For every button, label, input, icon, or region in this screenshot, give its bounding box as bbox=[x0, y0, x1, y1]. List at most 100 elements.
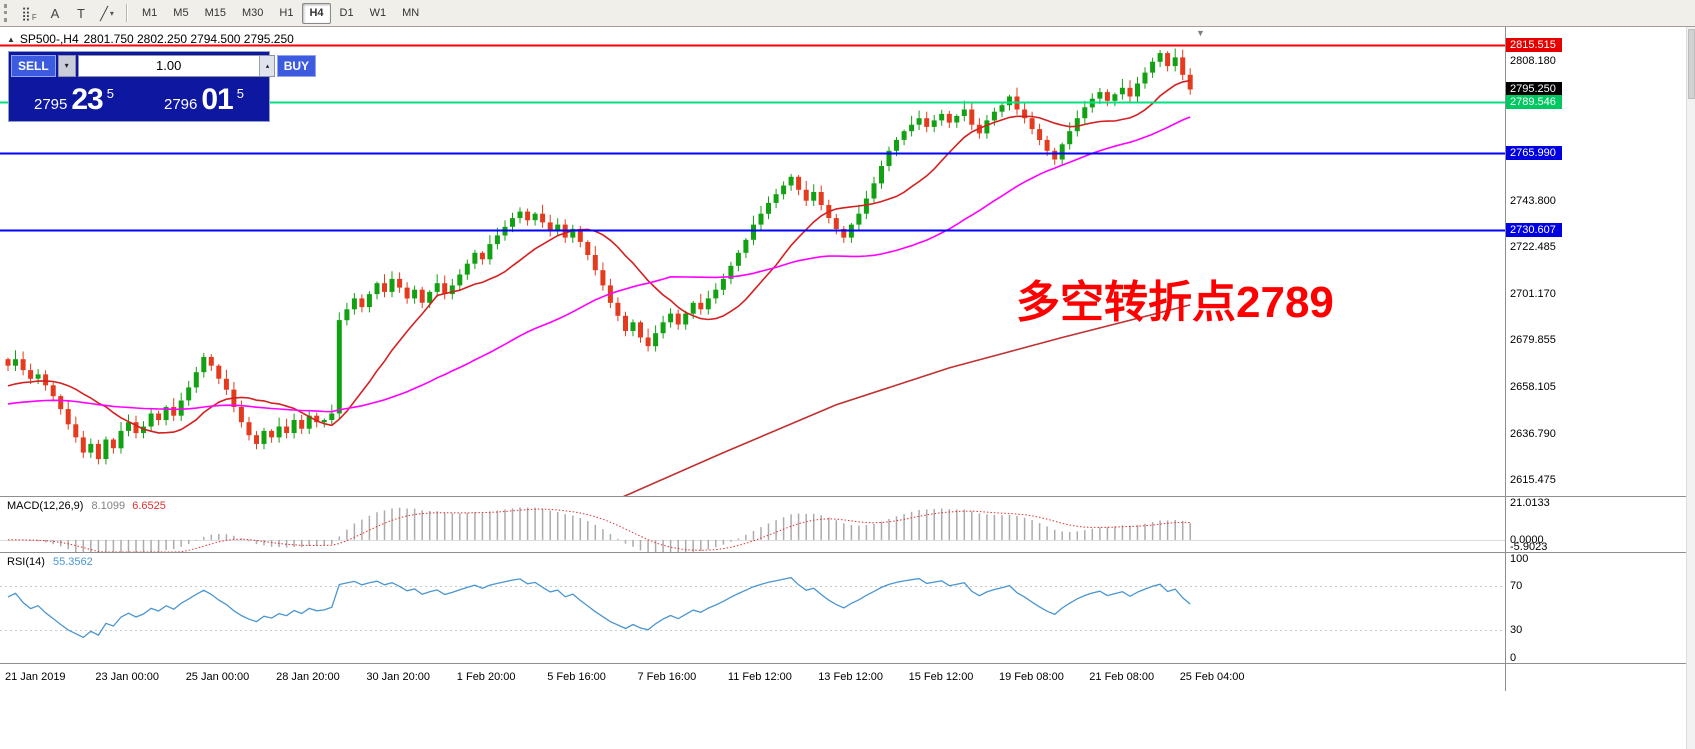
rsi-label: RSI(14) bbox=[7, 556, 45, 568]
buy-price-display[interactable]: 2796 01 5 bbox=[139, 79, 269, 121]
macd-svg[interactable] bbox=[0, 497, 1505, 552]
price-axis-tick: 2679.855 bbox=[1510, 334, 1556, 346]
price-axis-tick: 2722.485 bbox=[1510, 241, 1556, 254]
rsi-axis-label: 30 bbox=[1510, 624, 1523, 636]
pane-splitter[interactable] bbox=[0, 552, 1695, 553]
price-axis-tick: 2636.790 bbox=[1510, 427, 1556, 440]
buy-price-pips: 01 bbox=[201, 83, 233, 116]
scrollbar-thumb[interactable] bbox=[1687, 29, 1695, 99]
buy-price-main: 2796 bbox=[164, 96, 198, 113]
time-axis-border bbox=[0, 663, 1695, 664]
data-window-icon: ⣿ bbox=[21, 5, 31, 21]
sell-button[interactable]: SELL bbox=[11, 54, 56, 77]
one-click-trading-panel: SELL ▾ ▴ BUY 2795 23 5 2796 01 5 bbox=[8, 51, 317, 122]
rsi-value: 55.3562 bbox=[52, 556, 93, 568]
price-axis-badge: 2815.515 bbox=[1506, 38, 1562, 53]
time-axis-label: 15 Feb 12:00 bbox=[908, 671, 974, 683]
sell-price-point: 5 bbox=[106, 86, 114, 101]
sell-price-display[interactable]: 2795 23 5 bbox=[9, 79, 139, 121]
text-label-icon-button[interactable]: T bbox=[68, 3, 94, 24]
rsi-svg[interactable] bbox=[0, 553, 1505, 663]
data-window-icon-button[interactable]: ⣿ F bbox=[16, 3, 42, 24]
pane-splitter[interactable] bbox=[0, 496, 1695, 497]
chevron-up-icon: ▴ bbox=[265, 62, 270, 70]
quote-line: ▲ SP500-,H4 2801.750 2802.250 2794.500 2… bbox=[7, 32, 294, 46]
time-axis-label: 25 Feb 04:00 bbox=[1179, 671, 1245, 683]
sell-price-main: 2795 bbox=[34, 96, 68, 113]
volume-increase-button[interactable]: ▴ bbox=[258, 55, 274, 76]
bar-direction-icon: ▲ bbox=[7, 34, 15, 44]
price-axis-badge: 2789.546 bbox=[1506, 94, 1562, 109]
price-axis-tick: 2658.105 bbox=[1510, 381, 1556, 394]
time-axis[interactable]: 21 Jan 2019 23 Jan 00:00 25 Jan 00:00 28 Ja… bbox=[0, 664, 1505, 692]
rsi-axis-label: 100 bbox=[1510, 553, 1529, 565]
price-axis-tick: 2808.180 bbox=[1510, 55, 1556, 68]
macd-label: MACD(12,26,9) bbox=[7, 500, 84, 512]
price-axis-border bbox=[1505, 27, 1506, 691]
price-axis-tick: 2701.170 bbox=[1510, 287, 1556, 300]
line-tools-icon-button[interactable]: ╱ ▾ bbox=[94, 3, 120, 24]
symbol-period-label: SP500-,H4 bbox=[19, 32, 79, 46]
drawing-tools-group: ⣿ F A T ╱ ▾ bbox=[16, 3, 120, 24]
time-axis-label: 5 Feb 16:00 bbox=[547, 671, 606, 683]
sell-price-pips: 23 bbox=[71, 83, 103, 116]
timeframe-m5-button[interactable]: M5 bbox=[166, 3, 195, 24]
trade-controls-row: SELL ▾ ▴ BUY bbox=[9, 52, 317, 79]
timeframe-h1-button[interactable]: H1 bbox=[272, 3, 300, 24]
time-axis-label: 21 Jan 2019 bbox=[5, 671, 66, 683]
buy-button[interactable]: BUY bbox=[276, 54, 317, 77]
ohlc-values: 2801.750 2802.250 2794.500 2795.250 bbox=[83, 32, 294, 46]
text-insert-icon: A bbox=[50, 5, 60, 21]
line-tools-icon: ╱ bbox=[100, 5, 108, 21]
time-axis-label: 30 Jan 20:00 bbox=[366, 671, 431, 683]
macd-indicator-pane[interactable] bbox=[0, 497, 1505, 552]
price-axis-tick: 2743.800 bbox=[1510, 195, 1556, 208]
buy-price-point: 5 bbox=[236, 86, 244, 101]
vertical-scrollbar[interactable] bbox=[1686, 27, 1695, 749]
chevron-down-icon: ▾ bbox=[109, 8, 114, 18]
timeframe-mn-button[interactable]: MN bbox=[395, 3, 426, 24]
macd-signal-value: 6.6525 bbox=[132, 500, 166, 512]
text-label-icon: T bbox=[77, 5, 85, 21]
timeframe-m1-button[interactable]: M1 bbox=[135, 3, 164, 24]
time-axis-label: 28 Jan 20:00 bbox=[276, 671, 340, 683]
volume-input[interactable] bbox=[78, 55, 259, 76]
time-axis-label: 11 Feb 12:00 bbox=[727, 671, 792, 683]
price-axis-tick: 2615.475 bbox=[1510, 473, 1556, 486]
toolbar-drag-handle[interactable] bbox=[4, 4, 12, 22]
chart-annotation-text[interactable]: 多空转折点2789 bbox=[1016, 278, 1334, 327]
time-axis-label: 23 Jan 00:00 bbox=[95, 671, 160, 683]
price-chart-pane[interactable]: ▲ SP500-,H4 2801.750 2802.250 2794.500 2… bbox=[0, 27, 1505, 496]
price-axis-badge: 2730.607 bbox=[1506, 222, 1562, 237]
time-axis-label: 19 Feb 08:00 bbox=[999, 671, 1064, 683]
macd-axis-label: 0.0000 bbox=[1510, 533, 1544, 546]
macd-main-value: 8.1099 bbox=[91, 500, 126, 512]
rsi-indicator-pane[interactable] bbox=[0, 553, 1505, 663]
price-axis-badge: 2795.250 bbox=[1506, 82, 1562, 97]
rsi-axis-label: 70 bbox=[1510, 580, 1523, 592]
time-axis-label: 13 Feb 12:00 bbox=[818, 671, 884, 683]
chart-shift-marker-icon[interactable]: ▼ bbox=[1196, 28, 1205, 38]
trade-prices-row: 2795 23 5 2796 01 5 bbox=[9, 79, 269, 121]
toolbar-separator bbox=[126, 4, 128, 22]
rsi-label-line: RSI(14) 55.3562 bbox=[7, 556, 93, 568]
volume-dropdown-button[interactable]: ▾ bbox=[57, 54, 76, 77]
chevron-down-icon: ▾ bbox=[64, 61, 69, 70]
time-axis-label: 7 Feb 16:00 bbox=[637, 671, 697, 683]
timeframe-h4-button[interactable]: H4 bbox=[302, 2, 331, 24]
price-axis-badge: 2765.990 bbox=[1506, 146, 1562, 160]
volume-field-wrap: ▴ bbox=[77, 54, 275, 77]
time-axis-label: 21 Feb 08:00 bbox=[1089, 671, 1155, 683]
time-axis-label: 1 Feb 20:00 bbox=[456, 671, 516, 683]
text-insert-icon-button[interactable]: A bbox=[42, 3, 68, 24]
macd-axis-label: 21.0133 bbox=[1510, 497, 1550, 509]
timeframe-buttons-group: M1 M5 M15 M30 H1 H4 D1 W1 MN bbox=[134, 2, 427, 24]
time-axis-label: 25 Jan 00:00 bbox=[185, 671, 250, 683]
timeframe-w1-button[interactable]: W1 bbox=[363, 3, 394, 24]
chart-toolbar: ⣿ F A T ╱ ▾ M1 M5 M15 M30 H1 H4 D1 W1 MN bbox=[0, 0, 1695, 27]
timeframe-m30-button[interactable]: M30 bbox=[235, 3, 270, 24]
icon-sub-label: F bbox=[31, 12, 37, 22]
timeframe-m15-button[interactable]: M15 bbox=[198, 3, 233, 24]
timeframe-d1-button[interactable]: D1 bbox=[333, 3, 361, 24]
macd-label-line: MACD(12,26,9) 8.1099 6.6525 bbox=[7, 500, 166, 512]
